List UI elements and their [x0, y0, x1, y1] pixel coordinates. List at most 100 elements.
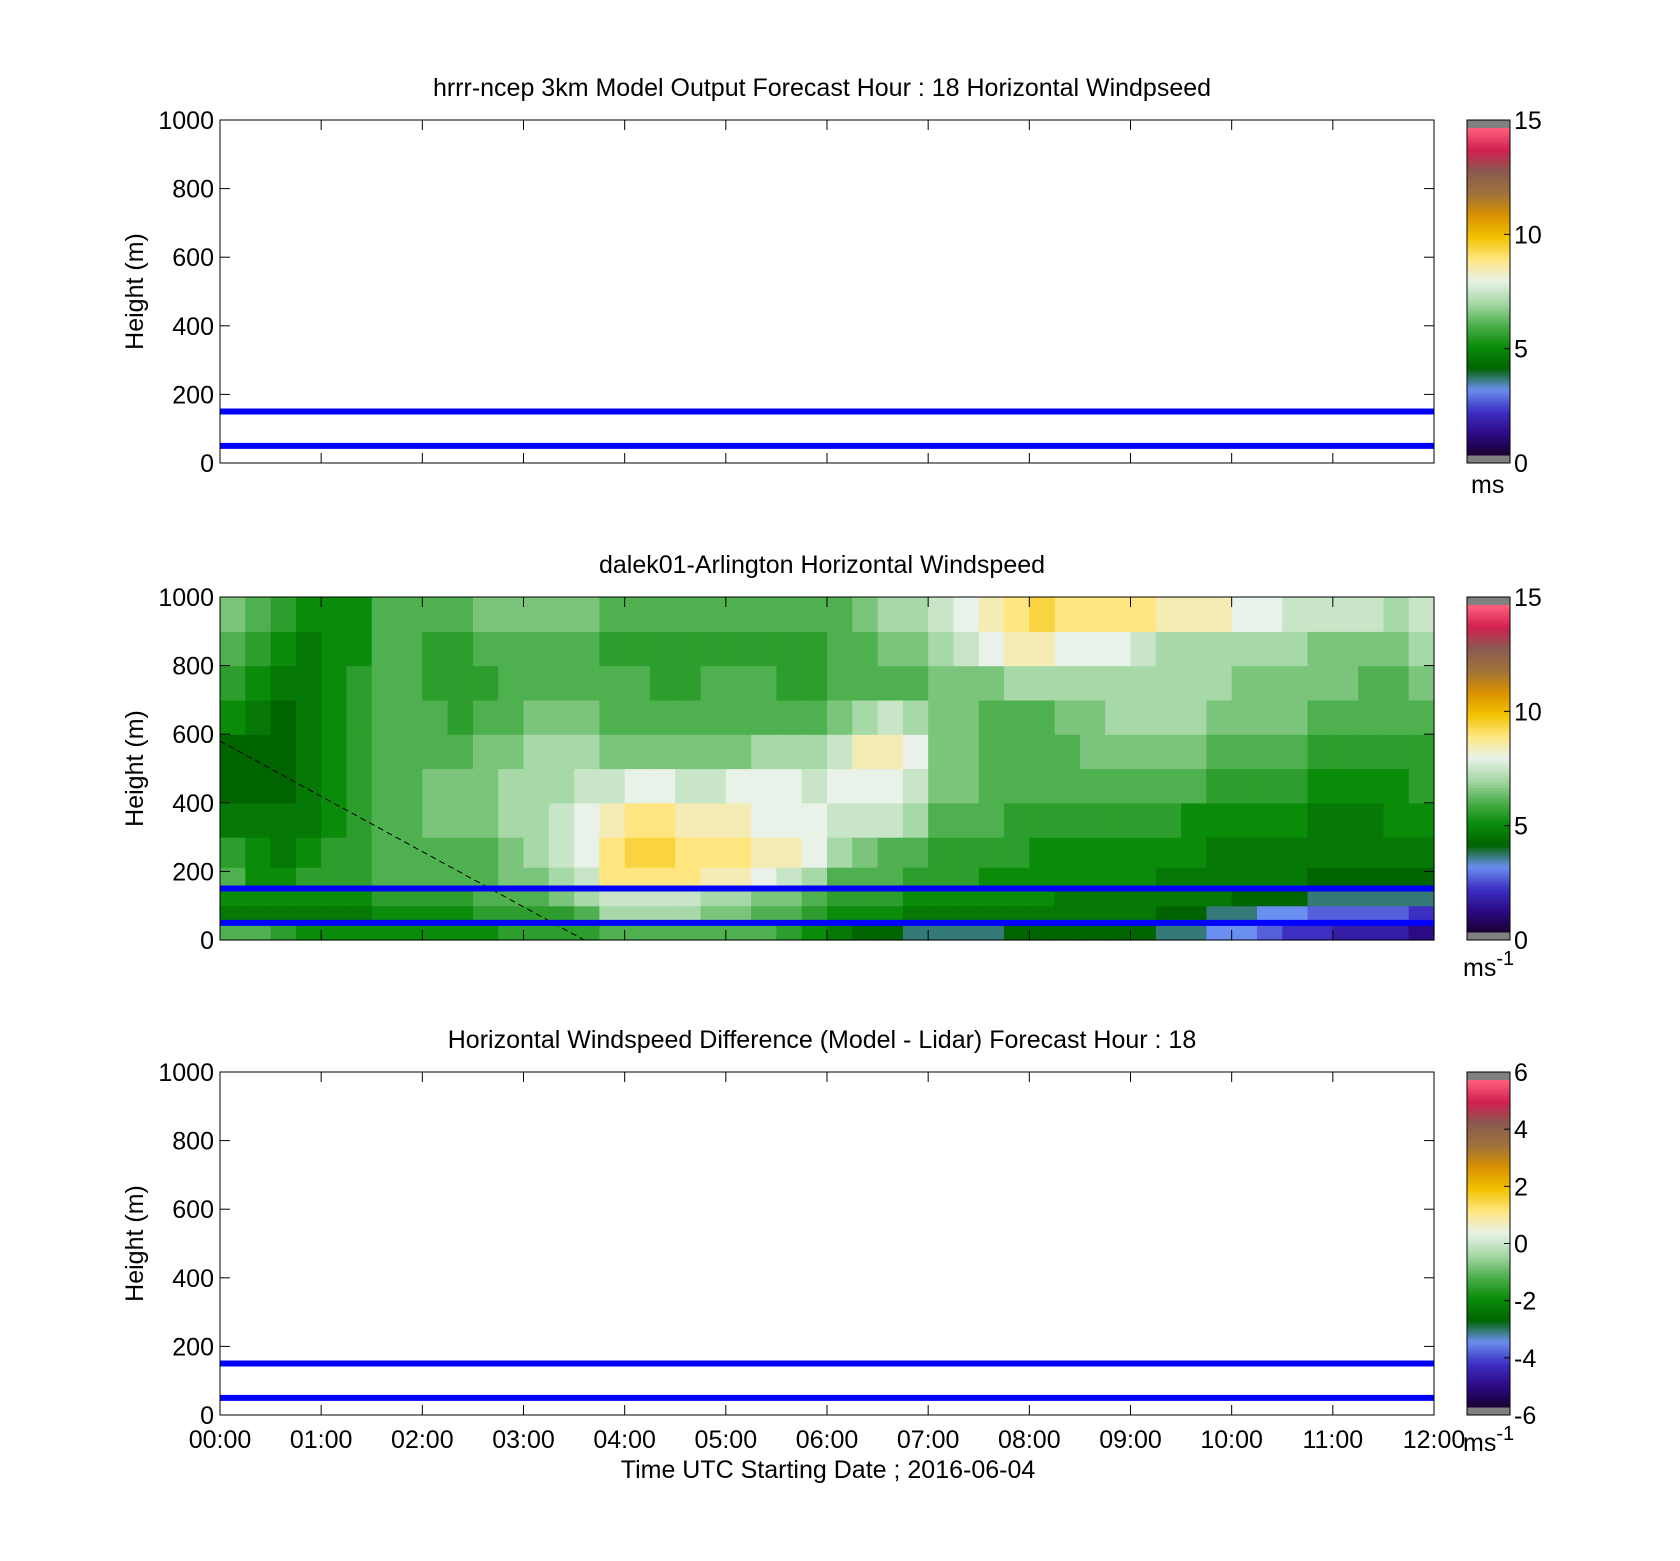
heatmap-cell [397, 597, 423, 632]
heatmap-cell [1231, 699, 1258, 735]
colorbar-swatch [1467, 1347, 1510, 1351]
heatmap-cell [953, 665, 980, 701]
colorbar-swatch [1467, 1338, 1510, 1343]
colorbar-swatch [1467, 749, 1510, 753]
colorbar-unit: ms-1 [1463, 1423, 1514, 1457]
colorbar-swatch [1467, 858, 1510, 862]
heatmap-cell [1332, 665, 1359, 701]
colorbar-swatch [1467, 1186, 1510, 1190]
heatmap-cell [827, 631, 853, 667]
colorbar-cap-bottom [1467, 1407, 1510, 1415]
heatmap-cell [1358, 867, 1385, 890]
heatmap-cell [1383, 768, 1410, 804]
colorbar-swatch [1467, 403, 1510, 407]
heatmap-cell [220, 768, 246, 804]
heatmap-cell [371, 699, 398, 735]
heatmap-cell [1231, 734, 1258, 770]
colorbar-swatch [1467, 1126, 1510, 1130]
heatmap-cell [472, 802, 499, 838]
heatmap-cell [725, 631, 752, 667]
colorbar-swatch [1467, 1129, 1510, 1133]
heatmap-cell [1054, 665, 1081, 701]
heatmap-cell [548, 768, 575, 804]
heatmap-cell [371, 597, 398, 632]
heatmap-cell [801, 802, 828, 838]
colorbar-swatch [1467, 168, 1510, 173]
colorbar-swatch [1467, 1101, 1510, 1106]
heatmap-cell [1282, 922, 1309, 941]
heatmap-cell [1105, 631, 1132, 667]
heatmap-cell [321, 888, 348, 907]
heatmap-cell [902, 922, 929, 941]
heatmap-cell [1054, 837, 1081, 868]
heatmap-cell [447, 665, 474, 701]
heatmap-cell [877, 768, 904, 804]
colorbar-swatch [1467, 452, 1510, 456]
x-tick-label: 10:00 [1200, 1426, 1263, 1454]
heatmap-cell [498, 699, 525, 735]
heatmap-cell [827, 665, 853, 701]
colorbar-swatch [1467, 1398, 1510, 1403]
heatmap-cell [1332, 768, 1359, 804]
colorbar-swatch [1467, 141, 1510, 145]
colorbar-swatch [1467, 381, 1510, 385]
colorbar-swatch [1467, 136, 1510, 140]
heatmap-cell [422, 802, 449, 838]
colorbar-swatch [1467, 324, 1510, 328]
y-tick-label: 600 [172, 1196, 214, 1224]
colorbar-swatch [1467, 386, 1510, 391]
colorbar-swatch [1467, 283, 1510, 287]
colorbar-swatch [1467, 716, 1510, 720]
heatmap-cell [599, 837, 626, 868]
heatmap-cell [852, 768, 879, 804]
colorbar-unit-base: ms [1471, 471, 1504, 499]
heatmap-cell [1130, 888, 1157, 907]
colorbar-swatch [1467, 921, 1510, 925]
colorbar-swatch [1467, 779, 1510, 783]
heatmap-cell [548, 631, 575, 667]
heatmap-cell [447, 631, 474, 667]
heatmap-cell [827, 768, 853, 804]
heatmap-cell [1307, 734, 1334, 770]
colorbar-swatch [1467, 1333, 1510, 1337]
heatmap-cell [675, 734, 702, 770]
heatmap-cell [422, 631, 449, 667]
heatmap-cell [1206, 867, 1233, 890]
heatmap-cell [725, 888, 752, 907]
heatmap-cell [700, 665, 727, 701]
colorbar-swatch [1467, 694, 1510, 699]
colorbar-swatch [1467, 793, 1510, 797]
colorbar-swatch [1467, 1393, 1510, 1397]
colorbar-swatch [1467, 378, 1510, 382]
heatmap-cell [1206, 837, 1233, 868]
heatmap-cell [346, 922, 373, 941]
colorbar-swatch [1467, 882, 1510, 887]
heatmap-cell [346, 802, 373, 838]
heatmap-cell [1231, 597, 1258, 632]
heatmap-cell [1181, 734, 1207, 770]
heatmap-cell [953, 922, 980, 941]
colorbar-swatch [1467, 177, 1510, 181]
heatmap-cell [422, 597, 449, 632]
heatmap-cell [220, 905, 246, 924]
colorbar-swatch [1467, 874, 1510, 878]
heatmap-cell [371, 922, 398, 941]
heatmap-cell [624, 597, 651, 632]
heatmap-cell [1004, 699, 1030, 735]
heatmap-cell [321, 837, 348, 868]
colorbar-swatch [1467, 185, 1510, 189]
colorbar-swatch [1467, 411, 1510, 415]
colorbar-swatch [1467, 1172, 1510, 1176]
heatmap-cell [675, 631, 702, 667]
heatmap-cell [270, 597, 297, 632]
heatmap-cell [472, 888, 499, 907]
heatmap-cell [1282, 734, 1309, 770]
heatmap-cell [1383, 631, 1410, 667]
colorbar-swatch [1467, 1082, 1510, 1086]
heatmap-cell [599, 888, 626, 907]
heatmap-cell [346, 768, 373, 804]
colorbar-swatch [1467, 335, 1510, 339]
colorbar-cap-bottom [1467, 455, 1510, 463]
colorbar-swatch [1467, 305, 1510, 309]
heatmap-cell [624, 665, 651, 701]
